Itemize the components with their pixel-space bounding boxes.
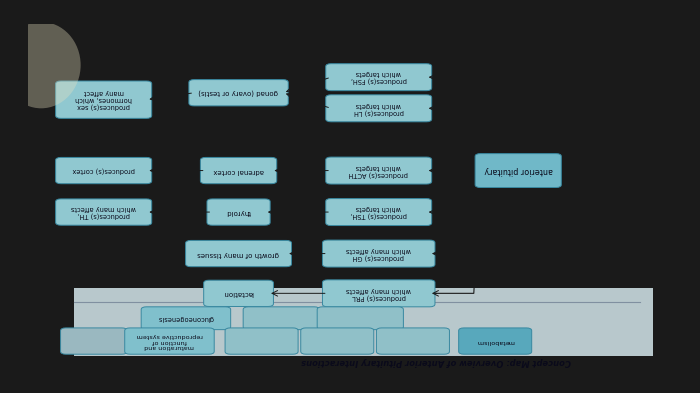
FancyBboxPatch shape bbox=[225, 328, 298, 354]
Text: produces(s) cortex: produces(s) cortex bbox=[72, 167, 135, 174]
FancyBboxPatch shape bbox=[204, 280, 274, 307]
Text: thyroid: thyroid bbox=[226, 209, 251, 215]
FancyBboxPatch shape bbox=[301, 328, 374, 354]
Text: maturation and
function of
reproductive system: maturation and function of reproductive … bbox=[136, 333, 203, 349]
Text: Concept Map: Overview of Anterior Pituitary Interactions: Concept Map: Overview of Anterior Pituit… bbox=[301, 357, 571, 366]
FancyBboxPatch shape bbox=[189, 80, 288, 106]
FancyBboxPatch shape bbox=[323, 240, 435, 267]
Text: adrenal cortex: adrenal cortex bbox=[214, 167, 264, 174]
FancyBboxPatch shape bbox=[323, 280, 435, 307]
FancyBboxPatch shape bbox=[326, 198, 432, 226]
Text: gonad (ovary or testis): gonad (ovary or testis) bbox=[199, 90, 279, 96]
FancyBboxPatch shape bbox=[326, 64, 432, 91]
Ellipse shape bbox=[1, 22, 81, 108]
Text: produces(s) FSH,
which targets: produces(s) FSH, which targets bbox=[351, 70, 407, 84]
FancyBboxPatch shape bbox=[55, 81, 152, 118]
FancyBboxPatch shape bbox=[61, 328, 127, 354]
FancyBboxPatch shape bbox=[125, 328, 214, 354]
FancyBboxPatch shape bbox=[326, 95, 432, 122]
Text: produces(s) TSH,
which targets: produces(s) TSH, which targets bbox=[351, 205, 407, 219]
Text: produces(s) GH
which many affects: produces(s) GH which many affects bbox=[346, 247, 412, 260]
Text: anterior pituitary: anterior pituitary bbox=[484, 166, 552, 175]
Text: produces(s) LH
which targets: produces(s) LH which targets bbox=[354, 101, 404, 115]
FancyBboxPatch shape bbox=[55, 199, 152, 225]
FancyBboxPatch shape bbox=[186, 241, 291, 267]
Text: gluconeogenesis: gluconeogenesis bbox=[158, 315, 214, 321]
Text: produces(s) sex
hormones, which
many affect: produces(s) sex hormones, which many aff… bbox=[75, 90, 132, 110]
FancyBboxPatch shape bbox=[141, 307, 231, 330]
FancyBboxPatch shape bbox=[207, 199, 270, 225]
Text: metabolism: metabolism bbox=[476, 338, 514, 343]
Text: growth of many tissues: growth of many tissues bbox=[197, 251, 279, 257]
FancyBboxPatch shape bbox=[475, 154, 561, 187]
FancyBboxPatch shape bbox=[243, 307, 319, 330]
FancyBboxPatch shape bbox=[458, 328, 532, 354]
FancyBboxPatch shape bbox=[377, 328, 449, 354]
FancyBboxPatch shape bbox=[74, 288, 653, 356]
Text: produces(s) ACTH
which targets: produces(s) ACTH which targets bbox=[349, 164, 409, 177]
FancyBboxPatch shape bbox=[200, 158, 276, 184]
Text: produces(s) TH,
which many affects: produces(s) TH, which many affects bbox=[71, 205, 136, 219]
FancyBboxPatch shape bbox=[326, 157, 432, 184]
FancyBboxPatch shape bbox=[55, 158, 152, 184]
FancyBboxPatch shape bbox=[317, 307, 403, 330]
Text: produces(s) PRL
which many affects: produces(s) PRL which many affects bbox=[346, 286, 412, 300]
Text: lactation: lactation bbox=[223, 290, 254, 296]
